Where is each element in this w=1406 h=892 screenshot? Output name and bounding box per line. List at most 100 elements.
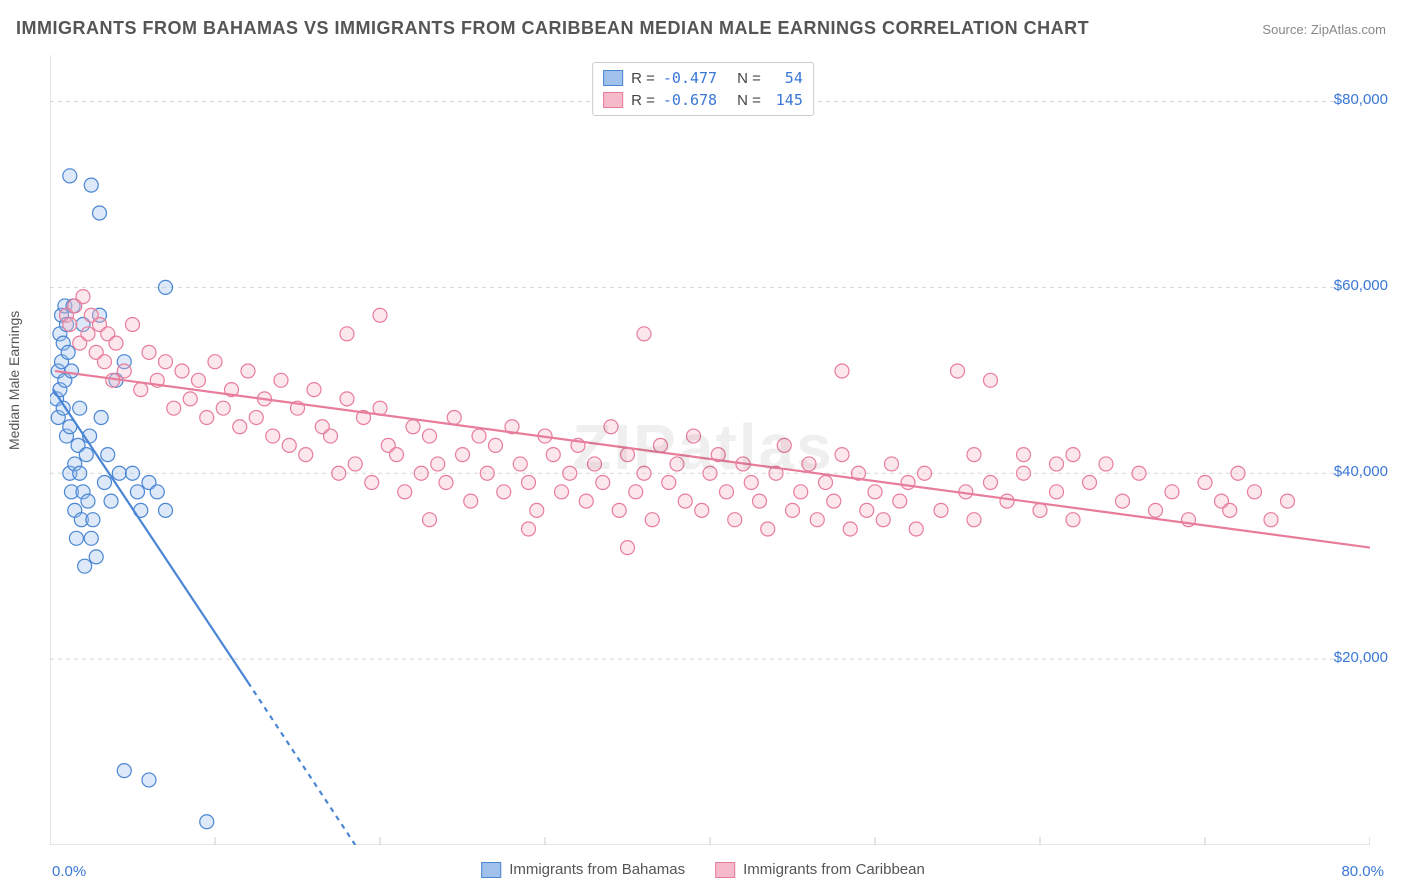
data-point-caribbean[interactable] — [282, 438, 296, 452]
legend-item-bahamas[interactable]: Immigrants from Bahamas — [481, 861, 685, 878]
data-point-caribbean[interactable] — [761, 522, 775, 536]
data-point-caribbean[interactable] — [183, 392, 197, 406]
data-point-caribbean[interactable] — [777, 438, 791, 452]
data-point-caribbean[interactable] — [1264, 513, 1278, 527]
data-point-caribbean[interactable] — [695, 503, 709, 517]
data-point-caribbean[interactable] — [340, 392, 354, 406]
data-point-caribbean[interactable] — [513, 457, 527, 471]
data-point-caribbean[interactable] — [621, 448, 635, 462]
data-point-caribbean[interactable] — [678, 494, 692, 508]
data-point-caribbean[interactable] — [670, 457, 684, 471]
data-point-bahamas[interactable] — [61, 345, 75, 359]
data-point-caribbean[interactable] — [159, 355, 173, 369]
data-point-bahamas[interactable] — [126, 466, 140, 480]
data-point-caribbean[interactable] — [918, 466, 932, 480]
data-point-caribbean[interactable] — [216, 401, 230, 415]
data-point-caribbean[interactable] — [1099, 457, 1113, 471]
data-point-caribbean[interactable] — [167, 401, 181, 415]
data-point-caribbean[interactable] — [654, 438, 668, 452]
data-point-bahamas[interactable] — [79, 448, 93, 462]
data-point-caribbean[interactable] — [588, 457, 602, 471]
data-point-caribbean[interactable] — [522, 476, 536, 490]
data-point-bahamas[interactable] — [73, 466, 87, 480]
data-point-caribbean[interactable] — [720, 485, 734, 499]
data-point-caribbean[interactable] — [843, 522, 857, 536]
data-point-caribbean[interactable] — [1000, 494, 1014, 508]
data-point-bahamas[interactable] — [142, 773, 156, 787]
data-point-caribbean[interactable] — [63, 318, 77, 332]
data-point-bahamas[interactable] — [93, 206, 107, 220]
data-point-caribbean[interactable] — [489, 438, 503, 452]
data-point-bahamas[interactable] — [64, 364, 78, 378]
data-point-bahamas[interactable] — [117, 764, 131, 778]
data-point-caribbean[interactable] — [1149, 503, 1163, 517]
data-point-bahamas[interactable] — [101, 448, 115, 462]
data-point-bahamas[interactable] — [69, 531, 83, 545]
data-point-caribbean[interactable] — [456, 448, 470, 462]
data-point-caribbean[interactable] — [744, 476, 758, 490]
data-point-caribbean[interactable] — [299, 448, 313, 462]
data-point-caribbean[interactable] — [249, 410, 263, 424]
data-point-caribbean[interactable] — [901, 476, 915, 490]
data-point-caribbean[interactable] — [868, 485, 882, 499]
data-point-bahamas[interactable] — [112, 466, 126, 480]
data-point-caribbean[interactable] — [637, 466, 651, 480]
data-point-bahamas[interactable] — [73, 401, 87, 415]
data-point-caribbean[interactable] — [1083, 476, 1097, 490]
data-point-caribbean[interactable] — [967, 448, 981, 462]
data-point-caribbean[interactable] — [1033, 503, 1047, 517]
data-point-caribbean[interactable] — [802, 457, 816, 471]
data-point-caribbean[interactable] — [1050, 457, 1064, 471]
data-point-caribbean[interactable] — [373, 308, 387, 322]
data-point-caribbean[interactable] — [563, 466, 577, 480]
data-point-caribbean[interactable] — [984, 476, 998, 490]
data-point-caribbean[interactable] — [786, 503, 800, 517]
data-point-caribbean[interactable] — [703, 466, 717, 480]
data-point-caribbean[interactable] — [175, 364, 189, 378]
data-point-caribbean[interactable] — [266, 429, 280, 443]
data-point-caribbean[interactable] — [497, 485, 511, 499]
data-point-caribbean[interactable] — [274, 373, 288, 387]
data-point-caribbean[interactable] — [192, 373, 206, 387]
data-point-bahamas[interactable] — [97, 476, 111, 490]
data-point-caribbean[interactable] — [687, 429, 701, 443]
data-point-caribbean[interactable] — [1231, 466, 1245, 480]
data-point-caribbean[interactable] — [753, 494, 767, 508]
data-point-caribbean[interactable] — [637, 327, 651, 341]
data-point-caribbean[interactable] — [885, 457, 899, 471]
data-point-caribbean[interactable] — [876, 513, 890, 527]
data-point-caribbean[interactable] — [827, 494, 841, 508]
data-point-bahamas[interactable] — [104, 494, 118, 508]
data-point-caribbean[interactable] — [423, 513, 437, 527]
data-point-caribbean[interactable] — [81, 327, 95, 341]
data-point-caribbean[interactable] — [1050, 485, 1064, 499]
data-point-bahamas[interactable] — [159, 503, 173, 517]
data-point-caribbean[interactable] — [522, 522, 536, 536]
data-point-caribbean[interactable] — [472, 429, 486, 443]
legend-item-caribbean[interactable]: Immigrants from Caribbean — [715, 861, 925, 878]
data-point-caribbean[interactable] — [934, 503, 948, 517]
data-point-bahamas[interactable] — [84, 531, 98, 545]
data-point-caribbean[interactable] — [390, 448, 404, 462]
data-point-caribbean[interactable] — [596, 476, 610, 490]
data-point-bahamas[interactable] — [89, 550, 103, 564]
data-point-caribbean[interactable] — [810, 513, 824, 527]
data-point-caribbean[interactable] — [604, 420, 618, 434]
data-point-bahamas[interactable] — [86, 513, 100, 527]
data-point-caribbean[interactable] — [447, 410, 461, 424]
data-point-caribbean[interactable] — [241, 364, 255, 378]
data-point-caribbean[interactable] — [794, 485, 808, 499]
data-point-bahamas[interactable] — [130, 485, 144, 499]
data-point-caribbean[interactable] — [835, 448, 849, 462]
data-point-caribbean[interactable] — [1017, 448, 1031, 462]
data-point-caribbean[interactable] — [555, 485, 569, 499]
data-point-caribbean[interactable] — [126, 318, 140, 332]
data-point-caribbean[interactable] — [398, 485, 412, 499]
data-point-caribbean[interactable] — [97, 355, 111, 369]
data-point-caribbean[interactable] — [662, 476, 676, 490]
data-point-caribbean[interactable] — [621, 541, 635, 555]
data-point-bahamas[interactable] — [84, 178, 98, 192]
data-point-caribbean[interactable] — [629, 485, 643, 499]
data-point-caribbean[interactable] — [423, 429, 437, 443]
data-point-bahamas[interactable] — [159, 280, 173, 294]
